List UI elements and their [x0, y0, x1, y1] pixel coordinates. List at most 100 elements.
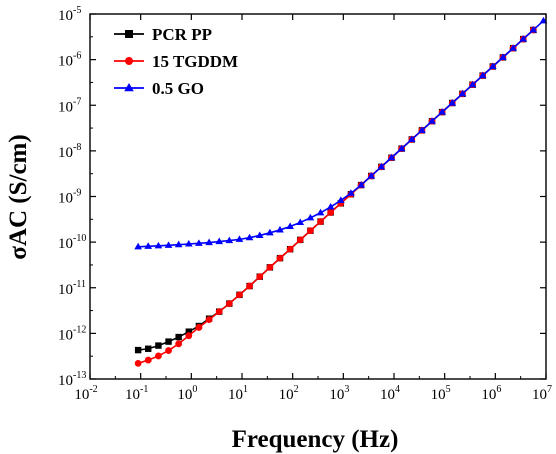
data-point: [529, 25, 538, 33]
y-tick-label: 10-7: [58, 96, 81, 115]
data-point: [225, 300, 233, 307]
y-tick-label: 10-5: [58, 5, 81, 24]
data-point: [155, 352, 162, 360]
y-tick-label: 10-11: [58, 279, 86, 298]
series-1: [134, 26, 537, 367]
data-point: [347, 189, 355, 196]
data-point: [336, 196, 345, 203]
data-point: [519, 35, 528, 42]
data-point: [276, 225, 284, 233]
x-tick-label: 10-1: [125, 384, 148, 403]
legend-entry: 15 TGDDM: [114, 52, 238, 71]
data-point: [165, 338, 172, 345]
data-point: [478, 71, 487, 79]
y-axis-label: σAC (S/cm): [5, 134, 32, 259]
data-point: [145, 345, 152, 352]
x-axis-label: Frequency (Hz): [232, 426, 399, 453]
data-point: [195, 324, 203, 331]
data-point: [154, 241, 163, 249]
data-point: [144, 242, 153, 249]
x-tick-label: 104: [380, 384, 400, 403]
y-tick-label: 10-6: [58, 51, 81, 70]
data-point: [428, 117, 436, 124]
legend-entry: 0.5 GO: [114, 79, 204, 98]
data-point: [377, 162, 386, 170]
data-point: [164, 241, 173, 248]
data-point: [307, 227, 314, 235]
data-point: [155, 342, 162, 349]
x-tick-label: 100: [177, 384, 197, 403]
y-tick-label: 10-10: [58, 233, 86, 252]
data-point: [256, 273, 264, 281]
series-2: [134, 16, 548, 250]
data-point: [184, 239, 193, 247]
x-tick-label: 101: [228, 384, 248, 403]
data-point: [185, 328, 192, 335]
y-tick-label: 10-13: [58, 370, 86, 389]
data-point: [174, 240, 183, 248]
legend-marker: [125, 30, 133, 38]
data-point: [205, 238, 213, 246]
legend-label: 15 TGDDM: [152, 52, 238, 71]
data-point: [195, 239, 203, 246]
x-tick-label: 105: [431, 384, 451, 403]
data-point: [397, 144, 406, 152]
data-point: [488, 62, 497, 70]
x-tick-label: 102: [279, 384, 299, 403]
x-tick-label: 10-2: [74, 384, 97, 403]
axes: 10-2 10-1 100 101 102 103 104 105 106 107 10-13 10-…: [58, 5, 552, 403]
data-point: [144, 356, 152, 364]
data-point: [134, 242, 142, 250]
data-point: [317, 218, 324, 225]
data-point: [327, 209, 335, 216]
data-point: [407, 135, 416, 143]
data-point: [225, 236, 234, 244]
data-point: [246, 282, 253, 290]
data-point: [215, 308, 223, 316]
data-point: [418, 126, 426, 133]
data-point: [296, 236, 304, 244]
data-point: [509, 44, 517, 51]
data-point: [468, 80, 477, 88]
data-point: [235, 235, 244, 242]
data-point: [499, 53, 507, 60]
data-point: [326, 202, 335, 210]
data-point: [175, 333, 182, 341]
data-point: [266, 228, 274, 236]
data-point: [205, 316, 213, 324]
legend-marker: [124, 83, 134, 92]
data-point: [316, 208, 325, 216]
legend: PCR PP 15 TGDDM 0.5 GO: [114, 25, 238, 98]
data-point: [245, 233, 254, 241]
data-point: [266, 263, 274, 271]
legend-label: PCR PP: [152, 25, 212, 44]
data-point: [286, 245, 294, 253]
data-point: [165, 347, 172, 354]
data-point: [236, 291, 243, 299]
legend-entry: PCR PP: [114, 25, 212, 44]
data-point: [306, 213, 315, 221]
data-point: [134, 359, 142, 367]
x-tick-label: 106: [481, 384, 501, 403]
data-point: [215, 237, 224, 245]
data-point: [438, 108, 446, 115]
plot-area: [134, 16, 548, 367]
data-point: [458, 89, 467, 97]
legend-label: 0.5 GO: [152, 79, 204, 98]
data-point: [185, 332, 193, 340]
data-point: [367, 171, 376, 179]
x-tick-label: 107: [532, 384, 552, 403]
legend-marker: [125, 57, 133, 65]
data-point: [134, 346, 142, 354]
data-point: [448, 99, 457, 106]
data-point: [286, 222, 294, 230]
data-point: [276, 254, 284, 262]
y-tick-label: 10-12: [58, 324, 86, 343]
y-tick-label: 10-8: [58, 142, 81, 161]
data-point: [296, 218, 305, 226]
x-tick-label: 103: [329, 384, 349, 403]
data-point: [175, 340, 183, 348]
series-0: [134, 26, 537, 354]
data-point: [357, 181, 365, 188]
